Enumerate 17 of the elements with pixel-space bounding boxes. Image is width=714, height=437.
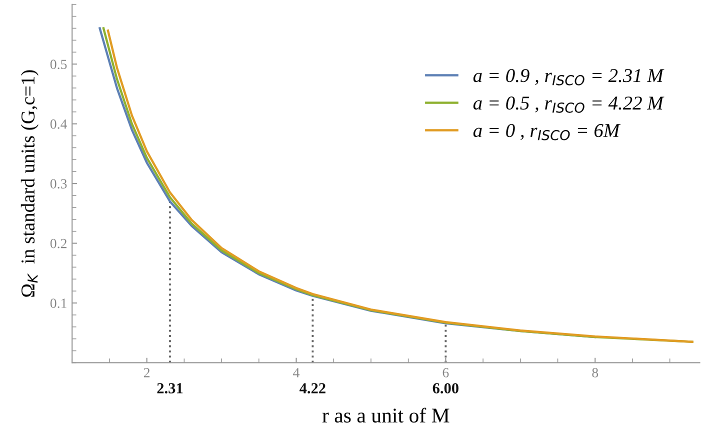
y-tick-label: 0.3 bbox=[50, 179, 67, 189]
y-tick-label: 0.2 bbox=[50, 238, 66, 248]
legend-label: a = 0.5 , r$_{ISCO}$ = 4.22 M bbox=[473, 96, 664, 113]
legend-label: a = 0.9 , r$_{ISCO}$ = 2.31 M bbox=[473, 69, 664, 86]
y-tick-label: 0.1 bbox=[50, 298, 66, 308]
y-axis-title: Ω$_{K}$ in standard units (G,c=1) bbox=[20, 70, 39, 297]
y-tick-label: 0.4 bbox=[50, 119, 68, 129]
x-tick-label: 2 bbox=[144, 368, 150, 378]
x-axis-title: r as a unit of M bbox=[322, 408, 450, 423]
y-tick-label: 0.5 bbox=[50, 60, 67, 70]
x-tick-label: 4 bbox=[293, 368, 300, 378]
x-tick-label: 6 bbox=[442, 368, 449, 378]
ref-line-label: 6.00 bbox=[432, 383, 458, 394]
ref-line-label: 2.31 bbox=[157, 383, 183, 394]
ref-line-label: 4.22 bbox=[300, 383, 326, 394]
x-tick-label: 8 bbox=[592, 368, 598, 378]
legend-label: a = 0 , r$_{ISCO}$ = 6M bbox=[473, 124, 621, 140]
